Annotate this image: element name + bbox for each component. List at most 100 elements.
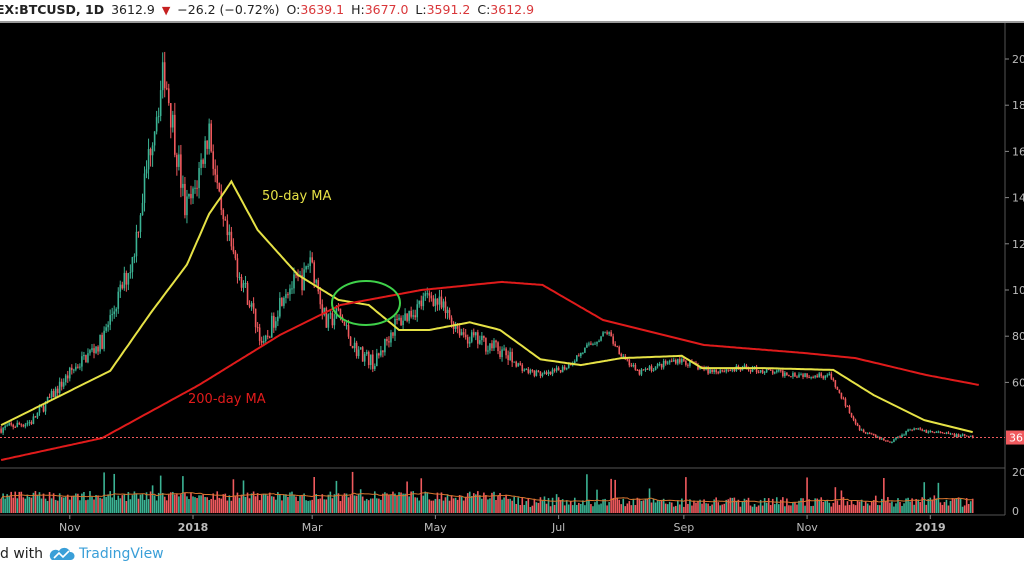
volume-bar <box>226 500 229 513</box>
volume-bar <box>818 499 820 513</box>
volume-bar <box>640 500 643 513</box>
candle-body <box>767 369 770 371</box>
volume-bar <box>806 477 808 513</box>
volume-bar <box>721 504 724 513</box>
candle-body <box>58 381 61 394</box>
volume-bar <box>588 500 590 513</box>
candle-body <box>967 436 970 438</box>
candle-body <box>444 301 447 314</box>
candle-body <box>648 366 651 370</box>
candle-body <box>628 359 631 366</box>
candle-body <box>721 370 724 372</box>
volume-bar <box>497 495 499 513</box>
volume-bar <box>957 497 960 513</box>
volume-bar <box>535 502 538 513</box>
low-value: 3591.2 <box>426 2 471 17</box>
candle-body <box>279 297 281 317</box>
volume-bar <box>529 506 532 513</box>
volume-bar <box>297 500 299 513</box>
candle-body <box>396 318 398 320</box>
candle-body <box>608 332 610 334</box>
volume-bar <box>117 495 120 513</box>
candle-body <box>353 342 356 349</box>
candle-body <box>810 377 812 379</box>
candle-body <box>60 381 63 387</box>
volume-bar <box>654 502 657 513</box>
candle-body <box>414 315 416 318</box>
volume-bar <box>176 493 178 513</box>
candle-body <box>367 351 370 366</box>
candle-body <box>468 341 471 344</box>
volume-bar <box>428 499 431 513</box>
candle-body <box>642 369 645 371</box>
volume-bar <box>670 502 673 513</box>
candle-body <box>371 354 374 369</box>
candle-body <box>864 432 867 434</box>
volume-bar <box>491 492 493 513</box>
candle-body <box>12 424 15 427</box>
candle-body <box>899 436 901 438</box>
candle-body <box>347 325 350 337</box>
volume-bar <box>854 505 857 513</box>
symbol-label[interactable]: EX:BTCUSD, 1D <box>0 2 105 17</box>
volume-bar <box>521 497 524 513</box>
volume-bar <box>77 493 79 513</box>
candle-body <box>965 435 968 437</box>
volume-bar <box>489 498 491 513</box>
volume-bar <box>224 493 227 513</box>
candle-body <box>228 231 231 236</box>
candle-body <box>493 340 495 349</box>
candle-body <box>533 370 536 376</box>
volume-bar <box>174 494 176 513</box>
volume-bar <box>79 500 81 513</box>
volume-bar <box>64 496 67 513</box>
candle-body <box>464 334 467 338</box>
candle-body <box>497 342 499 352</box>
candle-body <box>238 277 241 279</box>
volume-bar <box>244 496 247 513</box>
candle-body <box>131 256 134 272</box>
volume-bar <box>838 504 841 513</box>
volume-bar <box>961 506 964 513</box>
time-axis[interactable]: Nov 2018 Mar May Jul Sep Nov 2019 <box>59 515 946 534</box>
tradingview-link[interactable]: TradingView <box>79 546 164 562</box>
candle-body <box>933 432 936 434</box>
volume-bar <box>36 495 39 513</box>
tradingview-cloud-icon[interactable] <box>49 546 75 562</box>
candle-body <box>194 187 196 189</box>
candle-body <box>40 406 43 408</box>
volume-bar <box>400 492 402 513</box>
candle-body <box>4 426 6 428</box>
candle-body <box>321 304 324 315</box>
candle-body <box>503 348 505 350</box>
price-axis[interactable]: 20 18 16 14 12 10 80 60 20 0 <box>1005 53 1024 518</box>
candle-body <box>559 370 562 373</box>
candle-body <box>689 361 691 366</box>
candle-body <box>369 354 372 366</box>
candle-body <box>947 432 950 434</box>
candle-body <box>818 373 820 378</box>
candle-body <box>854 419 857 424</box>
volume-bar <box>557 497 560 513</box>
candle-body <box>549 371 552 375</box>
volume-bar <box>569 501 572 513</box>
candle-body <box>446 309 449 314</box>
volume-bar <box>66 494 69 513</box>
volume-bar <box>549 506 552 513</box>
candle-body <box>850 413 853 417</box>
volume-bar <box>598 504 600 513</box>
candle-body <box>590 343 592 345</box>
volume-bar <box>311 499 313 513</box>
candle-body <box>345 325 348 327</box>
volume-bar <box>844 505 847 513</box>
volume-bar <box>101 498 103 513</box>
candle-body <box>97 346 99 352</box>
candle-body <box>182 183 184 188</box>
volume-bar <box>612 497 614 513</box>
volume-bar <box>729 497 732 513</box>
candle-body <box>553 369 556 371</box>
volume-bar <box>266 495 269 513</box>
candle-body <box>842 398 845 400</box>
volume-bar <box>856 500 859 513</box>
